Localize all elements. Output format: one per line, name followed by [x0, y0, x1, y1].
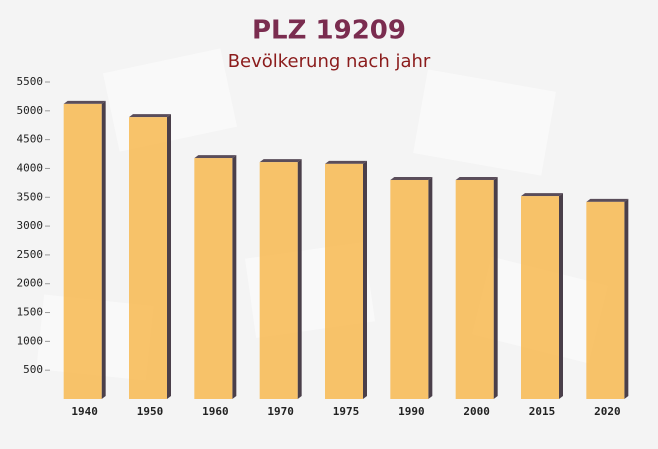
bar-top [455, 176, 498, 180]
x-tick-label: 1950 [137, 405, 164, 418]
bar-top [586, 198, 629, 202]
bar-top [194, 155, 237, 159]
x-tick-label: 1975 [333, 405, 360, 418]
y-tick-label: 1500 [17, 306, 44, 319]
bar [390, 179, 429, 399]
x-tick-label: 1960 [202, 405, 229, 418]
bar [259, 162, 298, 399]
y-tick-label: 4000 [17, 161, 44, 174]
y-tick-label: 2500 [17, 248, 44, 261]
bar [129, 117, 167, 400]
bar-top [129, 114, 171, 118]
bar-top [390, 176, 433, 180]
y-tick-label: 2000 [17, 277, 44, 290]
bar-side [167, 114, 171, 400]
bar [325, 163, 363, 399]
bar-top [325, 160, 367, 164]
y-tick-label: 3000 [17, 219, 44, 232]
x-tick-label: 2015 [529, 405, 556, 418]
bar-side [101, 100, 106, 399]
bar-side [428, 176, 433, 399]
x-tick-label: 1970 [267, 405, 294, 418]
bar [521, 196, 559, 399]
y-tick-label: 4500 [17, 133, 44, 146]
y-tick-label: 5500 [17, 75, 44, 88]
bar [194, 158, 233, 399]
chart-subtitle: Bevölkerung nach jahr [228, 51, 431, 72]
bar-side [493, 176, 498, 399]
bar-side [232, 155, 237, 399]
y-tick-label: 500 [23, 363, 43, 376]
bar [63, 103, 102, 399]
bar [455, 179, 494, 399]
x-tick-label: 1940 [71, 405, 98, 418]
bar-top [521, 193, 563, 197]
bar-side [624, 198, 629, 399]
x-tick-label: 2000 [463, 405, 490, 418]
bar-side [559, 193, 563, 399]
x-tick-label: 2020 [594, 405, 621, 418]
y-tick-label: 3500 [17, 190, 44, 203]
bar-top [259, 159, 302, 163]
chart-title: PLZ 19209 [252, 16, 406, 46]
bar-side [363, 160, 367, 399]
bar [586, 201, 625, 399]
bar-side [297, 159, 302, 399]
y-tick-label: 5000 [17, 104, 44, 117]
bar-top [63, 100, 106, 104]
y-tick-label: 1000 [17, 334, 44, 347]
x-tick-label: 1990 [398, 405, 425, 418]
